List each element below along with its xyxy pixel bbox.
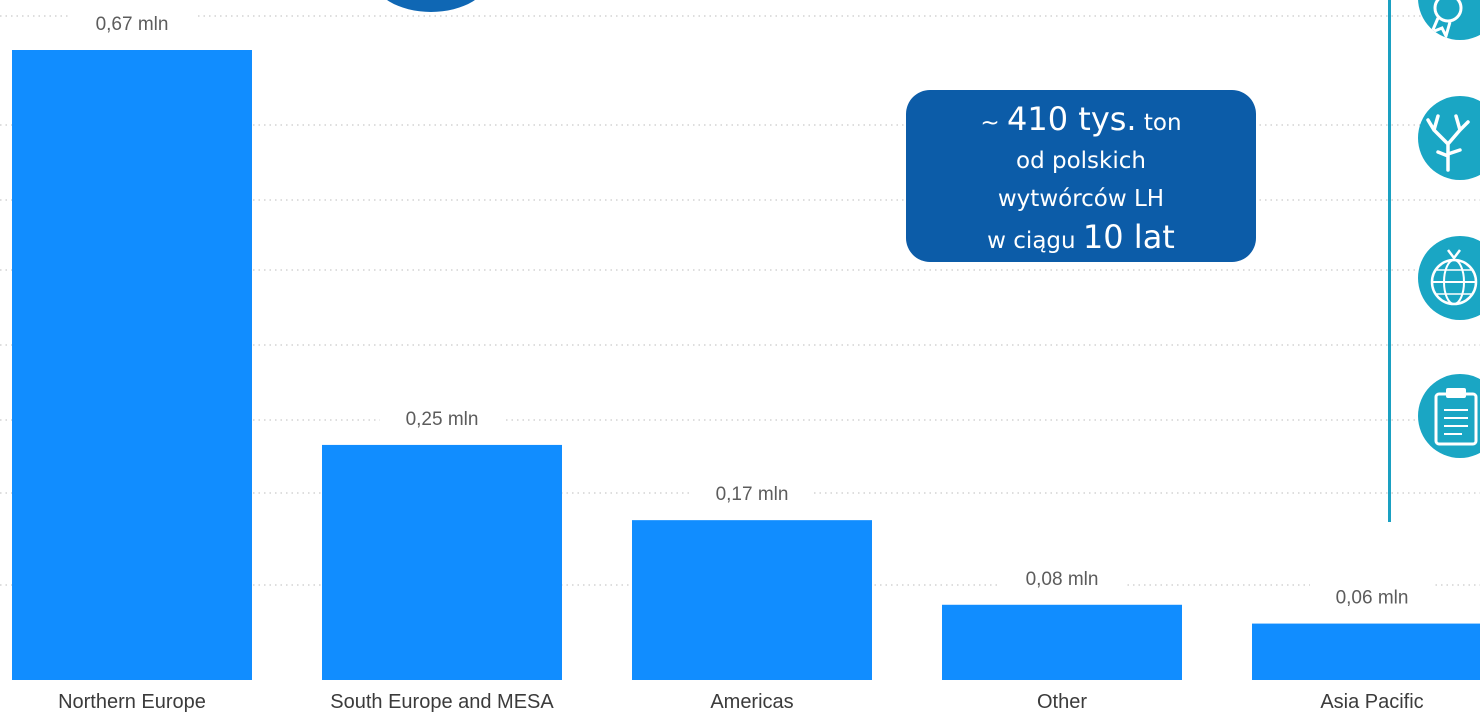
callout-line-3: wytwórców LH	[997, 186, 1165, 212]
vertical-divider	[1388, 0, 1391, 522]
coral-icon	[1418, 96, 1480, 180]
data-label: 0,06 mln	[1336, 588, 1409, 609]
category-labels: Northern Europe South Europe and MESA Amer…	[58, 691, 1424, 713]
callout-line-4-big: 10 lat	[1082, 218, 1175, 256]
callout-unit: ton	[1136, 110, 1182, 136]
callout-box: ~ 410 tys. ton od polskich wytwórców LH …	[906, 90, 1256, 262]
data-label-background	[1310, 581, 1434, 612]
data-labels: 0,67 mln 0,25 mln 0,17 mln 0,08 mln 0,06 mln	[70, 8, 1434, 612]
data-label-background	[1000, 562, 1124, 593]
category-label: Other	[1037, 691, 1087, 713]
data-label-background	[70, 8, 194, 38]
clipboard-icon	[1418, 374, 1480, 458]
badge-icon	[1418, 0, 1480, 40]
globe-icon	[1418, 236, 1480, 320]
data-label-background	[380, 402, 504, 433]
bar	[1252, 623, 1480, 680]
bar	[632, 520, 872, 680]
callout-line-1: ~ 410 tys. ton	[906, 100, 1256, 142]
category-label: Asia Pacific	[1320, 691, 1423, 713]
callout-line-4-prefix: w ciągu	[987, 228, 1083, 254]
bars	[12, 50, 1480, 680]
callout-amount: 410 tys.	[1007, 100, 1137, 138]
category-label: Americas	[710, 691, 793, 713]
data-label: 0,17 mln	[716, 484, 789, 505]
callout-prefix: ~	[980, 110, 1008, 136]
data-label: 0,67 mln	[96, 14, 169, 35]
callout-line-2: od polskich	[1016, 148, 1146, 174]
data-label-background	[690, 478, 814, 509]
callout-line-4: w ciągu 10 lat	[906, 218, 1256, 260]
data-label: 0,08 mln	[1026, 569, 1099, 590]
bar	[942, 604, 1182, 680]
category-label: Northern Europe	[58, 691, 206, 713]
category-label: South Europe and MESA	[330, 691, 554, 713]
bar	[322, 444, 562, 680]
bar	[12, 50, 252, 680]
data-label: 0,25 mln	[406, 409, 479, 430]
